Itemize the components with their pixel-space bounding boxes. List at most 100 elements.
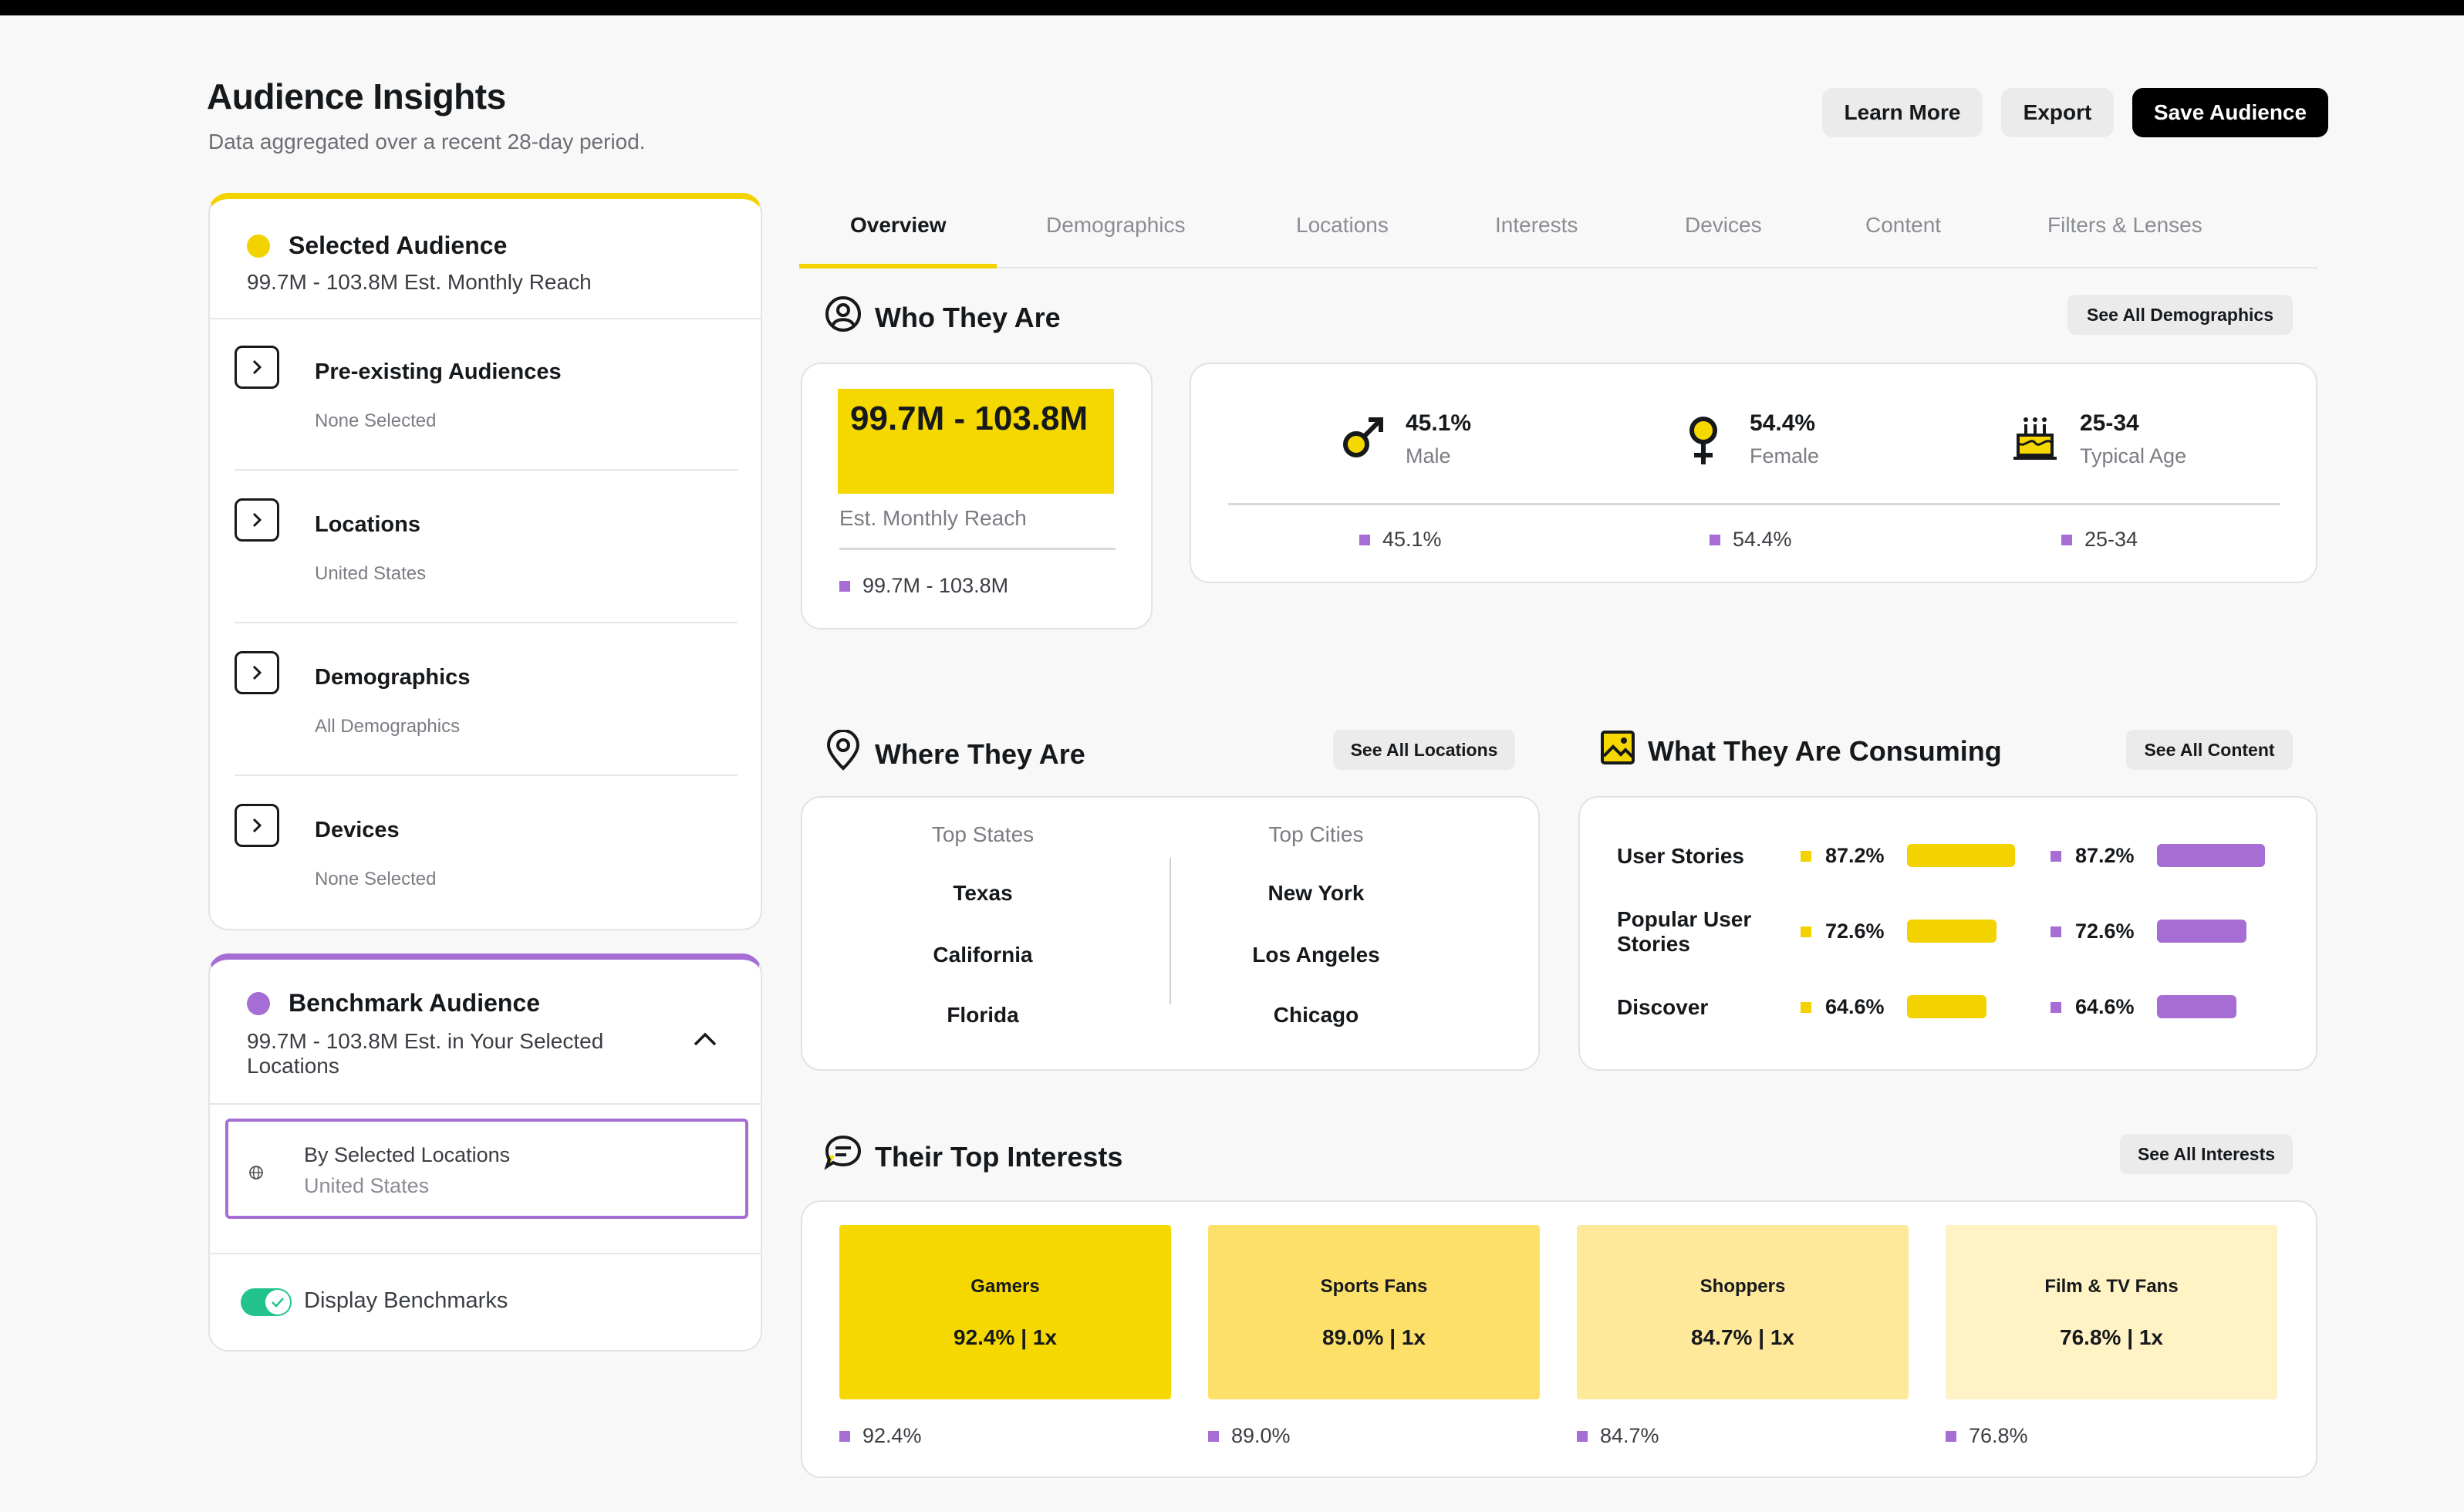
display-benchmarks-toggle[interactable] bbox=[241, 1288, 292, 1316]
interest-benchmark: 89.0% bbox=[1208, 1424, 1291, 1448]
benchmark-swatch bbox=[1946, 1430, 1956, 1442]
interest-name: Film & TV Fans bbox=[2044, 1276, 2179, 1297]
interest-benchmark: 76.8% bbox=[1946, 1424, 2028, 1448]
demographic-label: Female bbox=[1750, 444, 1820, 467]
age-benchmark: 25-34 bbox=[2061, 528, 2138, 552]
demographic-value: 54.4% bbox=[1750, 410, 1816, 436]
top-states-header: Top States bbox=[931, 822, 1035, 846]
benchmark-swatch bbox=[839, 580, 850, 592]
male-icon bbox=[1338, 413, 1387, 467]
interest-stat: 92.4% | 1x bbox=[954, 1325, 1057, 1349]
content-label: User Stories bbox=[1617, 844, 1744, 868]
benchmark-audience-panel: Benchmark Audience 99.7M - 103.8M Est. i… bbox=[208, 953, 762, 1352]
filter-pre-existing-audiences[interactable]: Pre-existing Audiences None Selected bbox=[235, 346, 738, 461]
filter-value: All Demographics bbox=[315, 716, 461, 737]
save-audience-button[interactable]: Save Audience bbox=[2132, 88, 2328, 137]
see-all-interests-button[interactable]: See All Interests bbox=[2120, 1134, 2293, 1174]
selected-audience-panel: Selected Audience 99.7M - 103.8M Est. Mo… bbox=[208, 193, 762, 930]
interests-card: Gamers 92.4% | 1x Sports Fans 89.0% | 1x… bbox=[801, 1200, 2317, 1478]
chevron-up-icon[interactable] bbox=[693, 1031, 717, 1051]
benchmark-selector-value: United States bbox=[304, 1174, 430, 1197]
top-state: Florida bbox=[947, 1003, 1019, 1027]
chevron-right-icon[interactable] bbox=[235, 346, 279, 389]
interest-tile-gamers[interactable]: Gamers 92.4% | 1x bbox=[839, 1225, 1171, 1399]
tab-content[interactable]: Content bbox=[1865, 213, 1942, 237]
benchmark-value: 84.7% bbox=[1600, 1424, 1659, 1447]
benchmark-value: 64.6% bbox=[2075, 995, 2135, 1018]
benchmark-value: 76.8% bbox=[1969, 1424, 2028, 1447]
benchmark-swatch bbox=[1359, 534, 1370, 545]
interests-header: Their Top Interests bbox=[824, 1134, 1122, 1180]
tab-interests[interactable]: Interests bbox=[1495, 213, 1578, 237]
benchmark-location-selector[interactable]: By Selected Locations United States bbox=[225, 1119, 748, 1219]
interest-tile-shoppers[interactable]: Shoppers 84.7% | 1x bbox=[1577, 1225, 1909, 1399]
benchmark-audience-header: Benchmark Audience bbox=[247, 989, 540, 1018]
divider bbox=[210, 1253, 761, 1254]
chevron-right-icon[interactable] bbox=[235, 651, 279, 694]
benchmark-value: 89.0% bbox=[1231, 1424, 1291, 1447]
benchmark-value: 92.4% bbox=[862, 1424, 922, 1447]
benchmark-swatch bbox=[2061, 534, 2072, 545]
divider bbox=[1228, 503, 2280, 505]
top-state: California bbox=[933, 943, 1033, 967]
selected-audience-title: Selected Audience bbox=[289, 231, 508, 259]
interest-stat: 84.7% | 1x bbox=[1691, 1325, 1794, 1349]
chevron-right-icon[interactable] bbox=[235, 498, 279, 542]
tab-locations[interactable]: Locations bbox=[1296, 213, 1389, 237]
divider bbox=[839, 548, 1116, 550]
display-benchmarks-label: Display Benchmarks bbox=[304, 1288, 508, 1313]
divider bbox=[210, 318, 761, 319]
demographic-label: Typical Age bbox=[2080, 444, 2187, 467]
male-benchmark: 45.1% bbox=[1359, 528, 1442, 552]
selected-swatch bbox=[1801, 1001, 1811, 1013]
person-icon bbox=[824, 295, 862, 340]
interests-title: Their Top Interests bbox=[875, 1140, 1123, 1173]
reach-label: Est. Monthly Reach bbox=[839, 506, 1027, 530]
filter-title: Demographics bbox=[315, 665, 471, 690]
benchmark-value: 45.1% bbox=[1382, 528, 1442, 551]
demographic-value: 45.1% bbox=[1406, 410, 1472, 436]
interest-benchmark: 84.7% bbox=[1577, 1424, 1659, 1448]
locations-card: Top States Top Cities Texas California F… bbox=[801, 796, 1540, 1071]
top-state: Texas bbox=[953, 881, 1013, 905]
selected-swatch bbox=[1801, 850, 1811, 862]
chevron-right-icon[interactable] bbox=[235, 804, 279, 847]
content-benchmark-pct: 64.6% bbox=[2051, 995, 2135, 1019]
content-label: Popular User Stories bbox=[1617, 907, 1752, 956]
interest-name: Sports Fans bbox=[1320, 1276, 1428, 1297]
filter-title: Pre-existing Audiences bbox=[315, 359, 562, 384]
selected-swatch bbox=[1801, 926, 1811, 937]
benchmark-bar bbox=[2157, 920, 2246, 943]
benchmark-audience-reach: 99.7M - 103.8M Est. in Your Selected Loc… bbox=[247, 1029, 604, 1078]
top-city: Chicago bbox=[1273, 1003, 1359, 1027]
tab-devices[interactable]: Devices bbox=[1685, 213, 1762, 237]
interest-tile-film-tv-fans[interactable]: Film & TV Fans 76.8% | 1x bbox=[1946, 1225, 2277, 1399]
export-button[interactable]: Export bbox=[2001, 88, 2114, 137]
page-subtitle: Data aggregated over a recent 28-day per… bbox=[208, 130, 646, 154]
filter-demographics[interactable]: Demographics All Demographics bbox=[235, 651, 738, 767]
divider bbox=[210, 1103, 761, 1105]
tab-filters-lenses[interactable]: Filters & Lenses bbox=[2047, 213, 2202, 237]
check-icon bbox=[265, 1290, 290, 1315]
chat-bubble-icon bbox=[824, 1134, 862, 1180]
female-icon bbox=[1682, 413, 1725, 471]
page-title: Audience Insights bbox=[207, 76, 506, 116]
filter-locations[interactable]: Locations United States bbox=[235, 498, 738, 614]
interest-stat: 89.0% | 1x bbox=[1322, 1325, 1426, 1349]
tab-overview[interactable]: Overview bbox=[850, 213, 947, 237]
selected-bar bbox=[1907, 844, 2015, 867]
see-all-demographics-button[interactable]: See All Demographics bbox=[2067, 295, 2293, 335]
reach-benchmark: 99.7M - 103.8M bbox=[839, 574, 1008, 598]
see-all-content-button[interactable]: See All Content bbox=[2126, 730, 2293, 770]
location-pin-icon bbox=[824, 729, 862, 778]
reach-benchmark-value: 99.7M - 103.8M bbox=[862, 574, 1009, 597]
content-selected-pct: 64.6% bbox=[1801, 995, 1885, 1019]
interest-tile-sports-fans[interactable]: Sports Fans 89.0% | 1x bbox=[1208, 1225, 1540, 1399]
see-all-locations-button[interactable]: See All Locations bbox=[1333, 730, 1515, 770]
benchmark-value: 54.4% bbox=[1733, 528, 1792, 551]
learn-more-button[interactable]: Learn More bbox=[1822, 88, 1983, 137]
top-cities-header: Top Cities bbox=[1268, 822, 1364, 846]
filter-devices[interactable]: Devices None Selected bbox=[235, 804, 738, 920]
tab-demographics[interactable]: Demographics bbox=[1046, 213, 1186, 237]
image-icon bbox=[1600, 730, 1635, 772]
